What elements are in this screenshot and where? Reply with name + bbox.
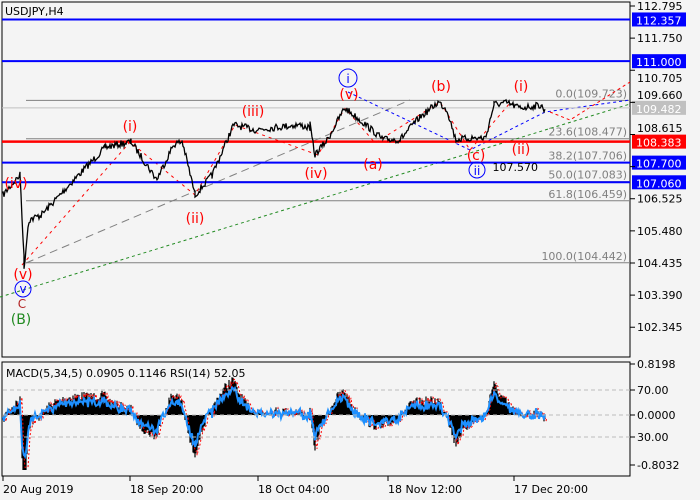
fib-level-label: 100.0(104.442): [541, 250, 627, 263]
wave-label: i: [346, 72, 349, 86]
indicator-tick-label: 0.8198: [637, 358, 676, 371]
y-tick-label: 103.390: [637, 289, 683, 302]
indicator-tick-label: 30.00: [637, 431, 669, 444]
indicator-title: MACD(5,34,5) 0.0905 0.1146 RSI(14) 52.05: [6, 367, 245, 380]
wave-label: (i): [514, 79, 529, 95]
wave-label: (ii): [186, 211, 205, 227]
fib-level-label: 50.0(107.083): [548, 169, 627, 182]
rsi-line: [2, 385, 546, 460]
y-tick-label: 105.480: [637, 225, 683, 238]
price-level-tag: [632, 175, 686, 190]
wave-label: (c): [467, 148, 486, 164]
wave-circle: [14, 280, 32, 298]
price-level-tag: [632, 54, 686, 69]
fib-level-label: 38.2(107.706): [548, 149, 627, 162]
x-tick-label: 18 Sep 20:00: [130, 483, 203, 496]
price-level-tag: [632, 134, 686, 149]
y-tick-label: 110.705: [637, 72, 683, 85]
wave-label: (iv): [304, 166, 327, 182]
y-tick-label: 112.795: [637, 0, 683, 13]
price-level-label: 107.060: [636, 177, 682, 190]
price-level-tag: [632, 12, 686, 27]
y-tick-label: 107.570: [493, 161, 539, 174]
indicator-tick-label: 0.0000: [637, 409, 676, 422]
wave-label: (b): [431, 79, 451, 95]
wave-label: (B): [11, 312, 32, 328]
y-tick-label: 106.525: [637, 193, 683, 206]
wave-line-blue: [347, 91, 631, 151]
wave-label: (iii): [242, 104, 265, 120]
x-tick-label: 17 Dec 20:00: [514, 483, 588, 496]
y-tick-label: 108.615: [637, 122, 683, 135]
projection-line-red: [549, 81, 631, 121]
price-level-tag: [632, 100, 686, 115]
y-tick-label: 111.750: [637, 32, 683, 45]
wave-label: C: [18, 297, 26, 311]
price-line: [2, 98, 546, 269]
price-level-label: 111.000: [636, 56, 682, 69]
y-tick-label: 102.345: [637, 321, 683, 334]
x-tick-label: 18 Oct 04:00: [258, 483, 330, 496]
price-level-label: 108.383: [636, 137, 682, 150]
wave-circle: [338, 68, 358, 88]
symbol-title: USDJPY,H4: [5, 5, 64, 18]
x-tick-label: 20 Aug 2019: [3, 483, 73, 496]
wave-label: (ii): [512, 142, 531, 158]
wave-circle: [468, 161, 486, 179]
price-level-label: 109.482: [636, 103, 682, 116]
indicator-tick-label: 70.00: [637, 384, 669, 397]
wave-label: (v): [13, 267, 32, 283]
wave-label: (iv): [4, 176, 27, 192]
trend-line-green: [0, 103, 631, 298]
price-level-tag: [632, 155, 686, 170]
y-tick-label: 109.660: [637, 89, 683, 102]
fib-level-label: 0.0(109.723): [555, 87, 627, 100]
indicator-tick-label: -0.8032: [637, 459, 679, 472]
wave-label: ii: [474, 164, 481, 178]
price-level-label: 107.700: [636, 158, 682, 171]
wave-label: v: [19, 282, 26, 296]
y-tick-label: 104.435: [637, 257, 683, 270]
fib-level-label: 61.8(106.459): [548, 188, 627, 201]
wave-label: (v): [339, 87, 358, 103]
wave-label: (i): [123, 119, 138, 135]
x-tick-label: 18 Nov 12:00: [388, 483, 462, 496]
fib-level-label: 23.6(108.477): [548, 126, 627, 139]
price-level-label: 112.357: [636, 14, 682, 27]
wave-label: (a): [363, 157, 383, 173]
